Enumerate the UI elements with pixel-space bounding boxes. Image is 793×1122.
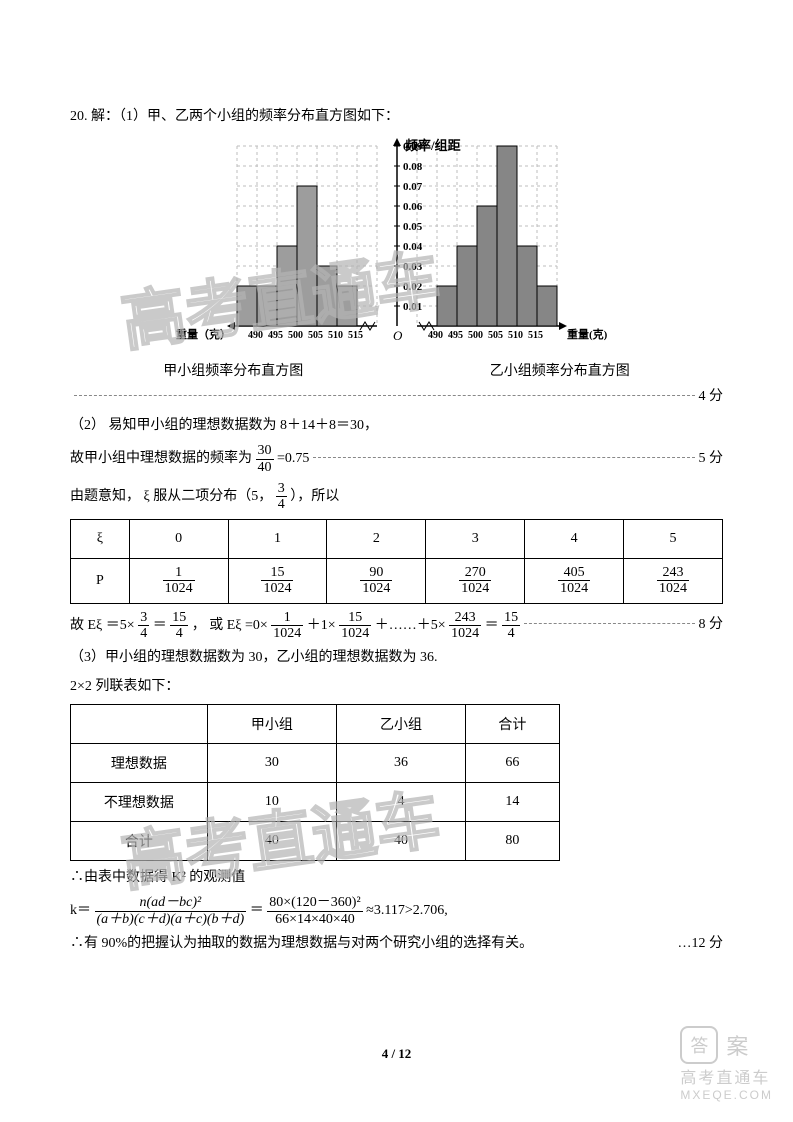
svg-text:500: 500 [468,330,483,341]
svg-text:505: 505 [308,330,323,341]
conclusion: ∴有 90%的把握认为抽取的数据为理想数据与对两个研究小组的选择有关。 …12 … [70,933,723,955]
k2-lead: ∴由表中数据得 K² 的观测值 [70,867,723,889]
footer-wm-site: MXEQE.COM [680,1088,773,1102]
svg-text:515: 515 [348,330,363,341]
histogram-svg: 频率/组距0.010.020.030.040.050.060.070.080.0… [117,136,677,356]
svg-text:0.07: 0.07 [403,181,423,193]
part3-b: 2×2 列联表如下： [70,676,723,698]
exp-line: 故 Eξ ＝5× 34 ＝ 154 ， 或 Eξ =0× 11024 ＋1× 1… [70,610,723,642]
left-chart-caption: 甲小组频率分布直方图 [163,360,303,380]
chart-captions: 甲小组频率分布直方图 乙小组频率分布直方图 [70,360,723,380]
svg-text:0.08: 0.08 [403,161,423,173]
dist-xi: ξ [71,519,130,558]
svg-text:重量（克）: 重量（克） [176,327,231,341]
svg-text:0.03: 0.03 [403,261,423,273]
footer-wm-text: 高考直通车 [680,1064,773,1088]
part2-c: 由题意知， ξ 服从二项分布（5， 34 ），所以 [70,481,723,513]
svg-text:0.09: 0.09 [403,141,423,153]
svg-text:505: 505 [488,330,503,341]
svg-text:0.02: 0.02 [403,281,423,293]
svg-text:495: 495 [448,330,463,341]
conting-table: 甲小组 乙小组 合计 理想数据 30 36 66 不理想数据 10 4 14 合… [70,704,560,861]
part2-a: （2） 易知甲小组的理想数据数为 8＋14＋8＝30， [70,415,723,437]
svg-text:O: O [393,328,403,343]
k2-formula: k＝ n(ad－bc)²(a＋b)(c＋d)(a＋c)(b＋d) ＝ 80×(1… [70,895,723,927]
right-chart-caption: 乙小组频率分布直方图 [490,360,630,380]
svg-text:500: 500 [288,330,303,341]
footer-watermark: 答 案 高考直通车 MXEQE.COM [680,1026,773,1102]
dist-table: ξ 0 1 2 3 4 5 P 11024 151024 901024 2701… [70,519,723,604]
svg-text:0.06: 0.06 [403,201,423,213]
dist-p: P [71,558,130,603]
svg-text:495: 495 [268,330,283,341]
svg-text:510: 510 [328,330,343,341]
svg-text:490: 490 [428,330,443,341]
svg-text:510: 510 [508,330,523,341]
score-4: 4 分 [70,386,723,408]
chart-wrap: 频率/组距0.010.020.030.040.050.060.070.080.0… [70,136,723,356]
page-number: 4 / 12 [0,1046,793,1062]
part3-a: （3）甲小组的理想数据数为 30，乙小组的理想数据数为 36. [70,647,723,669]
svg-text:515: 515 [528,330,543,341]
svg-text:0.01: 0.01 [403,301,422,313]
part2-b: 故甲小组中理想数据的频率为 3040 =0.75 5 分 [70,443,723,475]
q20-lead: 20. 解：（1）甲、乙两个小组的频率分布直方图如下： [70,106,723,128]
svg-text:重量(克): 重量(克) [567,327,608,341]
svg-text:490: 490 [248,330,263,341]
svg-text:0.04: 0.04 [403,241,423,253]
svg-text:0.05: 0.05 [403,221,423,233]
